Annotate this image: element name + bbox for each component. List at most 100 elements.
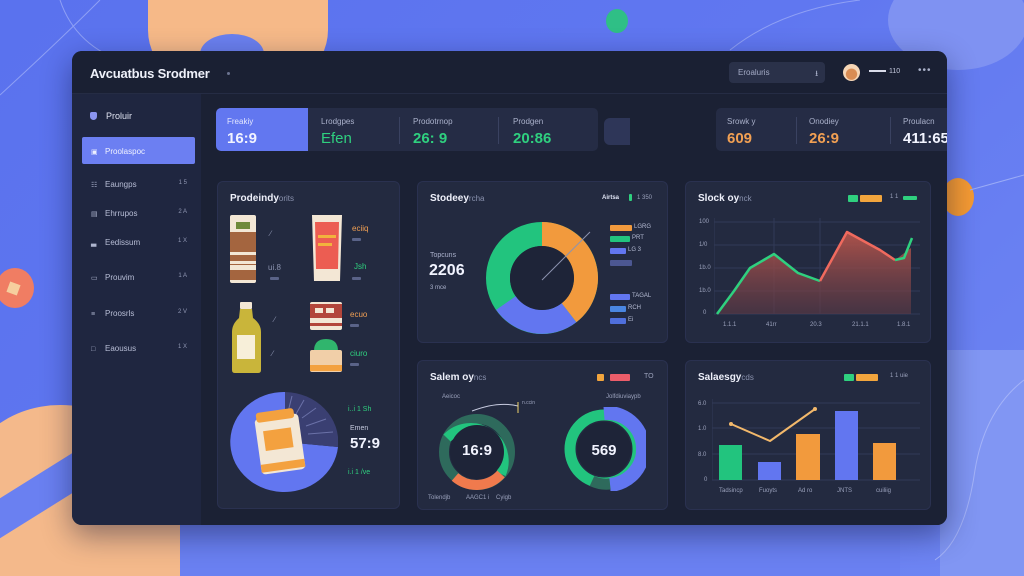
kpi-card[interactable]: Prodgen 20:86 (502, 108, 598, 151)
sidebar-item-5[interactable]: ▭ Prouvim 1 A (82, 263, 195, 290)
bg-blue-base (180, 520, 900, 576)
kpi-strip-right: Srowk y 609 Onodiey 26:9 Proulacn 411:65 (716, 108, 947, 151)
product-tube-icon[interactable] (310, 215, 344, 285)
users-icon: ☷ (91, 182, 98, 189)
feature-bottom-note: i.i 1 /ve (348, 469, 371, 476)
x-tick: Tadsincp (719, 488, 743, 494)
sidebar-item-count: 1 A (178, 273, 187, 279)
products-card: Prodeindyorits ∕ ui.8 eciiq (217, 181, 400, 509)
sidebar-item-7[interactable]: □ Eaousus 1 X (82, 334, 195, 361)
kpi-scroll-tab[interactable] (604, 118, 630, 145)
y-tick: 100 (699, 219, 710, 225)
product-bottle-icon[interactable] (232, 302, 262, 374)
user-menu[interactable]: 110 (869, 68, 900, 75)
user-name-bar (869, 70, 886, 73)
y-tick: 0 (704, 477, 708, 483)
card-title: Salaesgycds (698, 372, 754, 383)
kpi-value: 411:65 (903, 130, 947, 147)
sidebar-item-label: Eaungps (105, 180, 137, 189)
grid-icon: ▣ (91, 149, 98, 156)
kpi-card[interactable]: Onodiey 26:9 (798, 108, 894, 151)
kpi-card[interactable]: Srowk y 609 (716, 108, 796, 151)
avatar[interactable] (843, 64, 860, 81)
legend-tag-green[interactable] (848, 195, 858, 202)
donut-chart-card: Stodeeyrcha Airtsa 1 350 Topcuns 2206 3 … (417, 181, 668, 343)
chart-icon: ▃ (91, 240, 97, 247)
left-ring-chart[interactable] (436, 411, 518, 493)
bar[interactable] (796, 434, 820, 480)
left-ring-value: 16:9 (461, 442, 493, 459)
product-carton-icon[interactable] (310, 302, 342, 332)
kpi-value: 26:9 (809, 130, 840, 147)
product-note: ∕ (274, 315, 276, 324)
sidebar-item-count: 1 X (177, 344, 187, 350)
donut-chart[interactable] (486, 222, 598, 334)
product-jar-icon[interactable] (310, 339, 342, 373)
legend-tag-red[interactable] (610, 374, 630, 381)
bar-chart-card: Salaesgycds 1 1 uie 6.0 1.0 8.0 0 (685, 360, 931, 510)
legend-tag-green[interactable] (844, 374, 854, 381)
annotation-arrow (471, 402, 519, 413)
legend-label: PRT (632, 235, 644, 241)
x-tick: JNTS (837, 488, 852, 494)
legend-tag-orange[interactable] (856, 374, 878, 381)
feature-value: 57:9 (350, 435, 381, 452)
legend-label: Ei (628, 317, 634, 323)
sidebar-item-count: 2 V (177, 309, 187, 315)
sidebar-item-3[interactable]: ▤ Ehrrupos 2 A (82, 199, 195, 226)
sidebar-item-count: 2 A (178, 209, 187, 215)
download-icon[interactable]: ⭳ (815, 69, 818, 78)
sidebar-item-6[interactable]: ≡ Proosrls 2 V (82, 299, 195, 326)
kpi-label: Lrodgpes (321, 117, 355, 126)
legend-tag-orange[interactable] (860, 195, 882, 202)
file-icon: □ (91, 346, 96, 353)
sidebar-item-label: Proolaspoc (105, 147, 146, 156)
card-title: Salem oyncs (430, 372, 487, 383)
bar[interactable] (873, 443, 896, 480)
bar[interactable] (758, 462, 781, 480)
sidebar-item-4[interactable]: ▃ Eedissum 1 X (82, 228, 195, 255)
sidebar-header-label: Proluir (106, 111, 133, 121)
kpi-value: 16:9 (227, 130, 258, 147)
donut-metric-sub: 3 mce (430, 285, 447, 291)
x-tick: 41rr (766, 322, 777, 328)
more-horizontal-icon[interactable]: ••• (918, 65, 932, 76)
card-title: Slock oynck (698, 193, 752, 204)
main-content: Freakiy 16:9 Lrodgpes Efen Prodotrnop 26… (201, 94, 947, 525)
user-label: 110 (889, 68, 901, 75)
bar[interactable] (835, 411, 858, 480)
y-tick: 8.0 (698, 452, 707, 458)
kpi-card[interactable]: Freakiy 16:9 (216, 108, 308, 151)
sidebar-item-2[interactable]: ☷ Eaungps 1 5 (82, 170, 195, 197)
legend-label: LGRG (634, 224, 652, 230)
kpi-strip-left: Freakiy 16:9 Lrodgpes Efen Prodotrnop 26… (216, 108, 598, 151)
product-sub-bar (352, 238, 361, 241)
kpi-card[interactable]: Proulacn 411:65 (892, 108, 947, 151)
sidebar-item-1[interactable]: ▣ Proolaspoc (82, 137, 195, 164)
bar-chart[interactable] (712, 399, 924, 485)
product-sub-bar (352, 277, 361, 280)
search-input[interactable]: Eroaluris ⭳ (729, 62, 825, 83)
right-ring-value: 569 (591, 442, 617, 459)
kpi-card[interactable]: Lrodgpes Efen (310, 108, 402, 151)
right-ring-chart[interactable] (562, 407, 646, 491)
bar[interactable] (719, 445, 742, 480)
product-note: ∕ (270, 229, 272, 238)
ring-bottom-label: AAGC1 i (466, 495, 490, 501)
legend-tag-orange[interactable] (597, 374, 604, 381)
kpi-label: Srowk y (727, 117, 756, 126)
kpi-value: 26: 9 (413, 130, 448, 147)
legend-tag-green-2 (903, 196, 917, 200)
divider (498, 117, 499, 144)
featured-product-icon[interactable] (230, 392, 338, 492)
donut-badge-label: Airtsa (602, 195, 620, 201)
product-box-icon[interactable] (230, 215, 256, 285)
area-chart[interactable] (714, 218, 922, 318)
sidebar-item-label: Ehrrupos (105, 209, 138, 218)
kpi-label: Prodotrnop (413, 117, 453, 126)
kpi-card[interactable]: Prodotrnop 26: 9 (402, 108, 500, 151)
feature-label: Emen (350, 425, 369, 432)
x-tick: 1.8.1 (897, 322, 911, 328)
legend-note: 1 1 (890, 194, 899, 200)
y-tick: 1.0 (698, 426, 707, 432)
